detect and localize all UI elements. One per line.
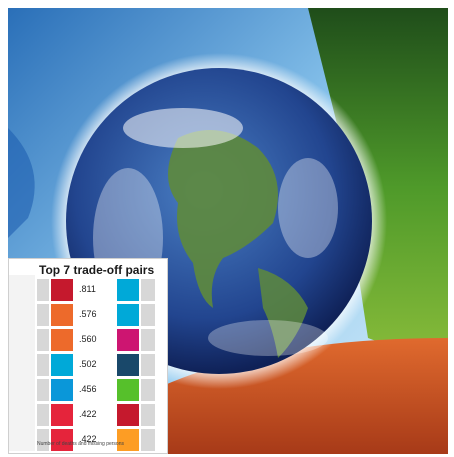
trade-off-row: .560 (37, 329, 167, 353)
trade-off-inset: Top 7 trade-off pairs .811 .576 .560 .50… (8, 258, 168, 454)
row-label (37, 279, 49, 301)
trade-off-row: .456 (37, 379, 167, 403)
sdg-icon (117, 429, 139, 451)
sdg-icon (51, 304, 73, 326)
trade-off-row: .422 (37, 429, 167, 453)
trade-off-row: .502 (37, 354, 167, 378)
row-label (141, 329, 155, 351)
trade-off-row: .811 (37, 279, 167, 303)
trade-off-row: .422 (37, 404, 167, 428)
row-label (141, 429, 155, 451)
row-value: .811 (79, 284, 96, 294)
row-value: .422 (79, 409, 97, 419)
row-label (141, 304, 155, 326)
sdg-icon (51, 404, 73, 426)
row-label (37, 379, 49, 401)
inset-title: Top 7 trade-off pairs (39, 263, 155, 277)
row-value: .560 (79, 334, 97, 344)
row-label (141, 279, 155, 301)
sdg-icon (51, 379, 73, 401)
row-label (37, 429, 49, 451)
row-value: .502 (79, 359, 97, 369)
sdg-icon (117, 304, 139, 326)
photo-collage: Top 7 trade-off pairs .811 .576 .560 .50… (8, 8, 448, 454)
row-label (141, 379, 155, 401)
inset-side-strip (9, 275, 35, 451)
row-label (141, 354, 155, 376)
sdg-icon (51, 279, 73, 301)
row-label (37, 304, 49, 326)
sdg-icon (51, 329, 73, 351)
row-value: .422 (79, 434, 97, 444)
row-label (141, 404, 155, 426)
row-label (37, 329, 49, 351)
trade-off-row: .576 (37, 304, 167, 328)
sdg-icon (117, 354, 139, 376)
sdg-icon (117, 379, 139, 401)
row-label (37, 354, 49, 376)
sdg-icon (117, 279, 139, 301)
sdg-icon (117, 329, 139, 351)
sdg-icon (51, 354, 73, 376)
row-value: .576 (79, 309, 97, 319)
row-label (37, 404, 49, 426)
inset-footer: Number of deaths and missing persons (37, 441, 124, 447)
sdg-icon (51, 429, 73, 451)
sdg-icon (117, 404, 139, 426)
row-value: .456 (79, 384, 97, 394)
